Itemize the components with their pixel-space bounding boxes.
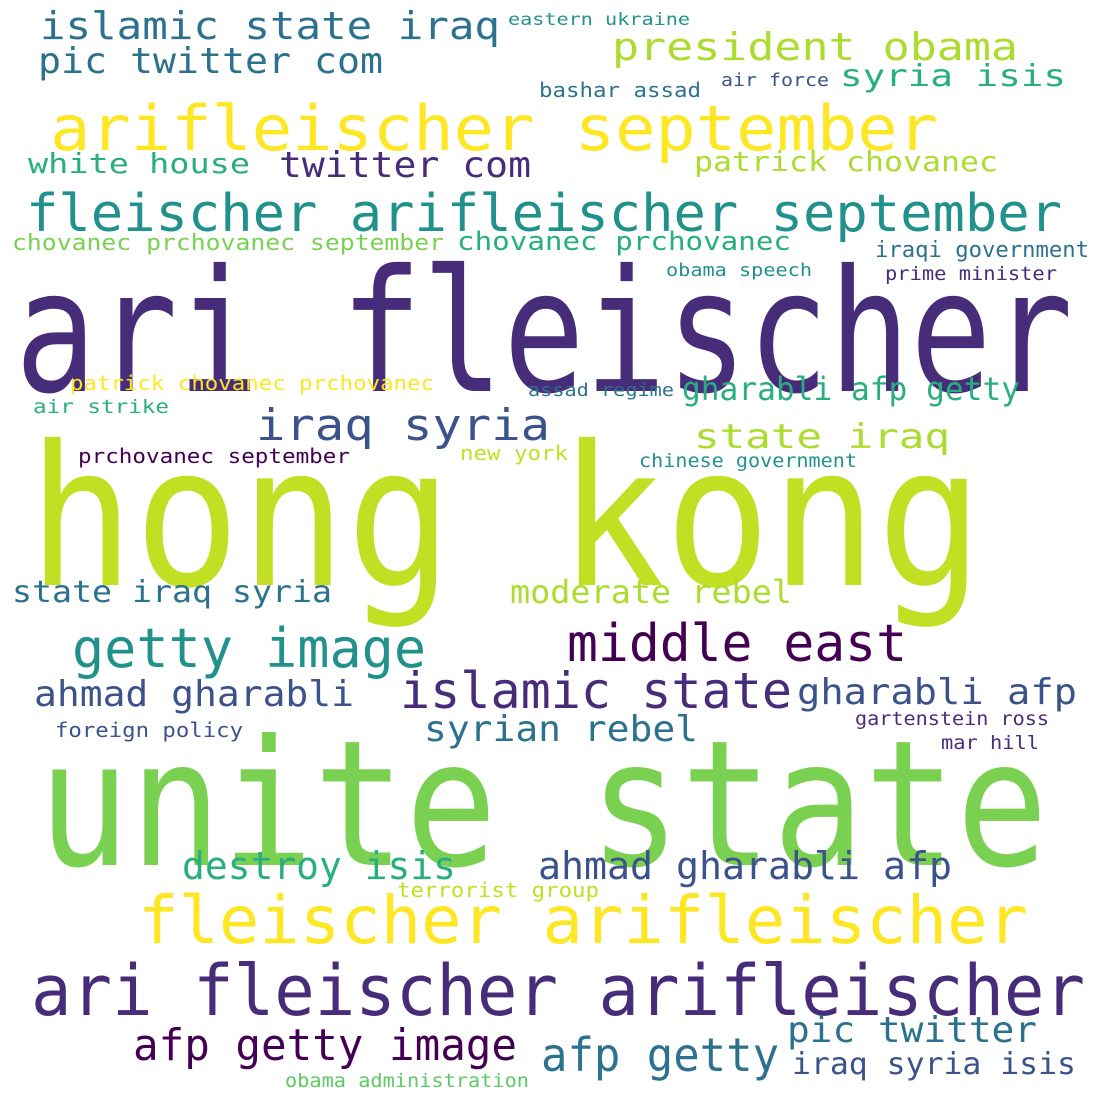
word-ahmad-gharabli: ahmad gharabli — [34, 674, 355, 715]
word-gharabli-afp-getty: gharabli afp getty — [682, 370, 1021, 408]
word-terrorist-group: terrorist group — [397, 878, 599, 902]
word-middle-east: middle east — [567, 614, 908, 674]
word-patrick-chovanec: patrick chovanec — [694, 145, 998, 178]
word-air-strike: air strike — [33, 396, 169, 418]
word-patrick-chovanec-prchovanec: patrick chovanec prchovanec — [70, 371, 434, 395]
word-unite-state: unite state — [38, 704, 1049, 907]
word-eastern-ukraine: eastern ukraine — [508, 10, 690, 30]
word-president-obama: president obama — [612, 25, 1019, 69]
word-twitter-com: twitter com — [279, 145, 531, 186]
word-assad-regime: assad regime — [528, 380, 675, 401]
word-ari-fleischer: ari fleischer — [15, 234, 1074, 432]
word-arifleischer-september: arifleischer september — [50, 92, 938, 165]
word-fleischer-arifleischer-september: fleischer arifleischer september — [26, 184, 1062, 244]
word-afp-getty: afp getty — [541, 1028, 780, 1082]
word-ahmad-gharabli-afp: ahmad gharabli afp — [538, 844, 952, 888]
word-iraqi-government: iraqi government — [875, 238, 1089, 263]
word-gharabli-afp: gharabli afp — [797, 672, 1077, 713]
word-foreign-policy: foreign policy — [55, 718, 243, 742]
word-bashar-assad: bashar assad — [539, 78, 701, 102]
word-new-york: new york — [460, 441, 569, 465]
word-obama-speech: obama speech — [666, 260, 813, 281]
word-islamic-state-iraq: islamic state iraq — [40, 4, 500, 48]
word-chinese-government: chinese government — [639, 450, 857, 472]
word-pic-twitter: pic twitter — [787, 1010, 1038, 1051]
word-obama-administration: obama administration — [285, 1070, 529, 1092]
word-afp-getty-image: afp getty image — [133, 1020, 518, 1071]
word-syrian-rebel: syrian rebel — [424, 709, 699, 750]
word-iraq-syria-isis: iraq syria isis — [792, 1047, 1076, 1082]
word-getty-image: getty image — [72, 617, 427, 680]
word-hong-kong: hong kong — [28, 404, 983, 631]
word-prime-minister: prime minister — [885, 263, 1058, 285]
word-mar-hill: mar hill — [941, 732, 1040, 754]
word-prchovanec-september: prchovanec september — [78, 444, 350, 468]
word-iraq-syria: iraq syria — [256, 400, 550, 451]
word-chovanec-prchovanec-september: chovanec prchovanec september — [12, 231, 445, 256]
word-gartenstein-ross: gartenstein ross — [855, 708, 1049, 730]
word-pic-twitter-com: pic twitter com — [38, 41, 384, 82]
word-moderate-rebel: moderate rebel — [510, 573, 792, 611]
word-state-iraq: state iraq — [694, 417, 951, 457]
word-ari-fleischer-arifleischer: ari fleischer arifleischer — [31, 950, 1085, 1032]
word-destroy-isis: destroy isis — [182, 844, 456, 888]
word-syria-isis: syria isis — [840, 59, 1066, 94]
word-air-force: air force — [721, 70, 830, 91]
word-chovanec-prchovanec: chovanec prchovanec — [457, 227, 792, 257]
word-white-house: white house — [28, 147, 251, 180]
word-state-iraq-syria: state iraq syria — [12, 575, 332, 610]
word-islamic-state: islamic state — [400, 662, 793, 720]
word-fleischer-arifleischer: fleischer arifleischer — [138, 882, 1029, 959]
